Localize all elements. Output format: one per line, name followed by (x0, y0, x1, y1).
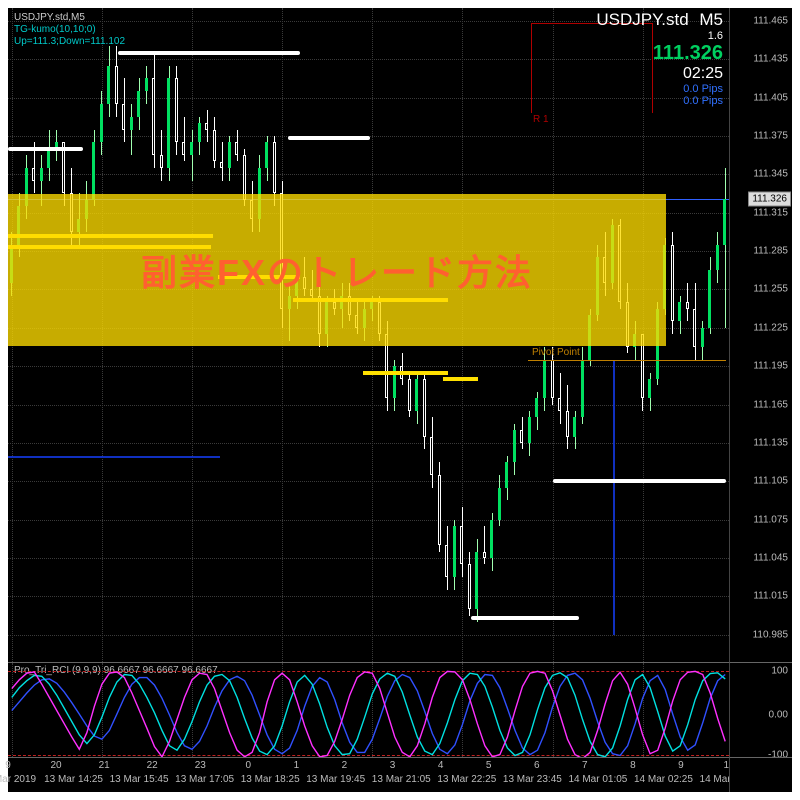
price-tick: 111.345 (753, 169, 788, 180)
time-tick-hour: 6 (534, 760, 540, 771)
chart-window: Pivot Point R 1 USDJPY.std,M5TG-kumo(10,10… (0, 0, 800, 800)
price-tick: 111.255 (753, 284, 788, 295)
resistance-line (553, 479, 726, 483)
time-tick-hour: 9 (678, 760, 684, 771)
time-tick-date: 13 Mar 19:45 (306, 774, 365, 785)
indicator-tick: 0.00 (769, 710, 788, 721)
time-tick-date: 14 Mar 01:05 (568, 774, 627, 785)
time-tick-date: 13 Mar 21:05 (372, 774, 431, 785)
price-tick: 111.285 (753, 246, 788, 257)
price-tick: 111.105 (753, 476, 788, 487)
banner-overlay: 副業FXのトレード方法 (8, 194, 666, 346)
time-tick-hour: 9 (5, 760, 11, 771)
time-tick-hour: 8 (630, 760, 636, 771)
current-price-marker: 111.326 (748, 191, 791, 206)
price-tick: 111.045 (753, 553, 788, 564)
chart-title: USDJPY.std,M5TG-kumo(10,10;0)Up=111.3;Do… (14, 12, 125, 48)
price-tick: 111.075 (753, 514, 788, 525)
price-tick: 111.435 (753, 54, 788, 65)
time-tick-date: 13 Mar 22:25 (437, 774, 496, 785)
price-tick: 111.405 (753, 92, 788, 103)
price-tick: 111.465 (753, 15, 788, 26)
price-tick: 110.985 (753, 629, 788, 640)
price-tick: 111.015 (753, 591, 788, 602)
time-tick-hour: 20 (51, 760, 62, 771)
resistance-line (8, 147, 83, 151)
price-tick: 111.165 (753, 399, 788, 410)
price-tick: 111.375 (753, 130, 788, 141)
time-tick-date: 13 Mar 14:25 (44, 774, 103, 785)
r1-label: R 1 (533, 114, 549, 125)
price-tick: 111.315 (753, 207, 788, 218)
time-tick-date: 13 Mar 18:25 (241, 774, 300, 785)
time-tick-hour: 0 (246, 760, 252, 771)
support-line (443, 377, 478, 381)
indicator-axis: 1000.00-100 (729, 662, 792, 757)
axis-corner (729, 757, 792, 792)
indicator-panel[interactable]: Pro_Tri_RCI (9,9,9) 96.6667 96.6667 96.6… (8, 662, 729, 757)
time-tick-hour: 21 (99, 760, 110, 771)
time-tick-hour: 7 (582, 760, 588, 771)
price-tick: 111.225 (753, 322, 788, 333)
main-chart[interactable]: Pivot Point R 1 USDJPY.std,M5TG-kumo(10,10… (8, 8, 729, 662)
pivot-label: Pivot Point (532, 347, 580, 358)
time-tick-hour: 2 (342, 760, 348, 771)
time-tick-date: 13 Mar 15:45 (110, 774, 169, 785)
price-info: USDJPY.std M51.6111.32602:250.0 Pips0.0 … (596, 10, 729, 107)
resistance-line (118, 51, 300, 55)
price-tick: 111.135 (753, 437, 788, 448)
time-tick-hour: 3 (390, 760, 396, 771)
time-tick-date: 13 Mar 17:05 (175, 774, 234, 785)
time-tick-hour: 5 (486, 760, 492, 771)
resistance-line (471, 616, 579, 620)
support-line (363, 371, 448, 375)
price-tick: 111.195 (753, 361, 788, 372)
time-tick-hour: 4 (438, 760, 444, 771)
time-tick-hour: 1 (294, 760, 300, 771)
time-tick-date: 14 Mar 02:25 (634, 774, 693, 785)
time-axis[interactable]: 92021222301234567891013 Mar 201913 Mar 1… (8, 757, 729, 792)
time-tick-hour: 22 (147, 760, 158, 771)
price-axis[interactable]: 111.465 111.435 111.405 111.375 111.345 111.3… (729, 8, 792, 662)
resistance-line (288, 136, 370, 140)
time-tick-date: 13 Mar 23:45 (503, 774, 562, 785)
indicator-tick: 100 (771, 666, 788, 677)
time-tick-date: 13 Mar 2019 (0, 774, 36, 785)
banner-text: 副業FXのトレード方法 (141, 244, 533, 296)
time-tick-hour: 23 (195, 760, 206, 771)
